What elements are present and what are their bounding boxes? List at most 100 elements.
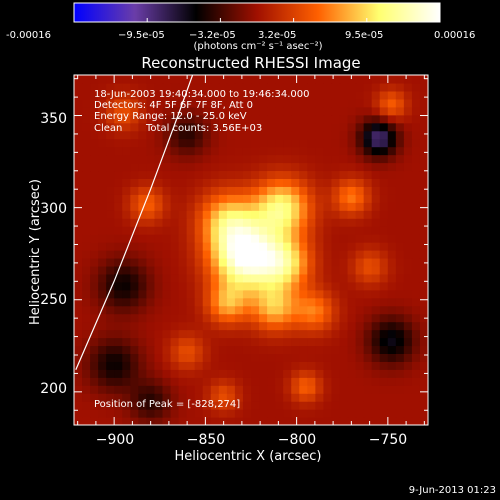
- heatmap-cell: [82, 186, 91, 195]
- heatmap-cell: [355, 210, 365, 219]
- heatmap-cell: [194, 170, 204, 179]
- heatmap-cell: [194, 90, 204, 100]
- heatmap-cell: [339, 226, 349, 235]
- heatmap-cell: [411, 122, 421, 132]
- heatmap-cell: [315, 75, 325, 84]
- heatmap-cell: [154, 210, 164, 219]
- heatmap-cell: [355, 377, 365, 386]
- heatmap-cell: [331, 234, 341, 243]
- heatmap-cell: [259, 114, 268, 124]
- heatmap-cell: [186, 242, 196, 251]
- heatmap-cell: [259, 234, 268, 243]
- heatmap-cell: [299, 369, 308, 378]
- heatmap-cell: [379, 265, 389, 275]
- heatmap-cell: [315, 377, 325, 386]
- heatmap-cell: [411, 226, 421, 235]
- heatmap-cell: [186, 122, 196, 132]
- heatmap-cell: [331, 289, 341, 299]
- heatmap-cell: [323, 186, 333, 195]
- heatmap-cell: [259, 337, 268, 347]
- heatmap-cell: [379, 361, 389, 370]
- heatmap-cell: [170, 289, 180, 299]
- heatmap-cell: [411, 377, 421, 386]
- heatmap-cell: [411, 393, 421, 402]
- heatmap-cell: [154, 337, 164, 347]
- heatmap-cell: [130, 194, 139, 203]
- heatmap-cell: [251, 393, 260, 402]
- heatmap-cell: [251, 250, 260, 259]
- heatmap-cell: [234, 409, 244, 418]
- heatmap-cell: [194, 98, 204, 108]
- heatmap-cell: [259, 289, 268, 299]
- heatmap-cell: [130, 106, 139, 116]
- heatmap-cell: [291, 377, 300, 386]
- heatmap-cell: [387, 82, 397, 92]
- heatmap-cell: [363, 138, 373, 148]
- heatmap-cell: [379, 75, 389, 84]
- heatmap-cell: [90, 313, 99, 323]
- heatmap-cell: [347, 122, 357, 132]
- heatmap-cell: [403, 146, 413, 156]
- heatmap-cell: [307, 321, 316, 331]
- heatmap-cell: [395, 313, 405, 323]
- heatmap-cell: [355, 82, 365, 92]
- heatmap-cell: [162, 210, 172, 219]
- heatmap-cell: [122, 273, 131, 283]
- heatmap-cell: [251, 106, 260, 116]
- heatmap-cell: [419, 242, 428, 251]
- heatmap-cell: [98, 377, 107, 386]
- heatmap-cell: [331, 162, 341, 172]
- heatmap-cell: [299, 250, 308, 259]
- heatmap-cell: [395, 154, 405, 164]
- heatmap-cell: [331, 146, 341, 156]
- heatmap-cell: [251, 178, 260, 187]
- heatmap-cell: [138, 242, 148, 251]
- heatmap-cell: [419, 226, 428, 235]
- heatmap-cell: [419, 98, 428, 108]
- heatmap-cell: [194, 361, 204, 370]
- heatmap-cell: [106, 186, 115, 195]
- heatmap-cell: [114, 226, 123, 235]
- heatmap-cell: [387, 337, 397, 347]
- heatmap-cell: [363, 162, 373, 172]
- heatmap-cell: [299, 353, 308, 362]
- heatmap-cell: [90, 82, 99, 92]
- heatmap-cell: [347, 130, 357, 140]
- heatmap-cell: [331, 90, 341, 100]
- heatmap-cell: [347, 75, 357, 84]
- heatmap-cell: [299, 297, 308, 307]
- heatmap-cell: [323, 273, 333, 283]
- heatmap-cell: [275, 385, 284, 394]
- heatmap-cell: [371, 361, 381, 370]
- heatmap-cell: [283, 98, 292, 108]
- heatmap-cell: [379, 82, 389, 92]
- heatmap-cell: [419, 369, 428, 378]
- heatmap-cell: [154, 361, 164, 370]
- heatmap-cell: [355, 393, 365, 402]
- heatmap-cell: [154, 345, 164, 354]
- heatmap-cell: [170, 369, 180, 378]
- heatmap-cell: [218, 361, 228, 370]
- heatmap-cell: [387, 234, 397, 243]
- heatmap-cell: [82, 162, 91, 172]
- heatmap-cell: [363, 321, 373, 331]
- heatmap-cell: [259, 393, 268, 402]
- heatmap-cell: [90, 401, 99, 410]
- heatmap-cell: [339, 401, 349, 410]
- heatmap-cell: [307, 377, 316, 386]
- heatmap-cell: [218, 154, 228, 164]
- heatmap-cell: [259, 305, 268, 315]
- heatmap-cell: [226, 369, 236, 378]
- heatmap-cell: [371, 345, 381, 354]
- heatmap-cell: [315, 305, 325, 315]
- heatmap-cell: [178, 409, 188, 418]
- heatmap-cell: [210, 409, 220, 418]
- heatmap-cell: [130, 353, 139, 362]
- heatmap-cell: [122, 106, 131, 116]
- heatmap-cell: [403, 154, 413, 164]
- heatmap-cell: [106, 369, 115, 378]
- heatmap-cell: [82, 273, 91, 283]
- heatmap-cell: [283, 202, 292, 211]
- heatmap-cell: [339, 82, 349, 92]
- heatmap-cell: [226, 393, 236, 402]
